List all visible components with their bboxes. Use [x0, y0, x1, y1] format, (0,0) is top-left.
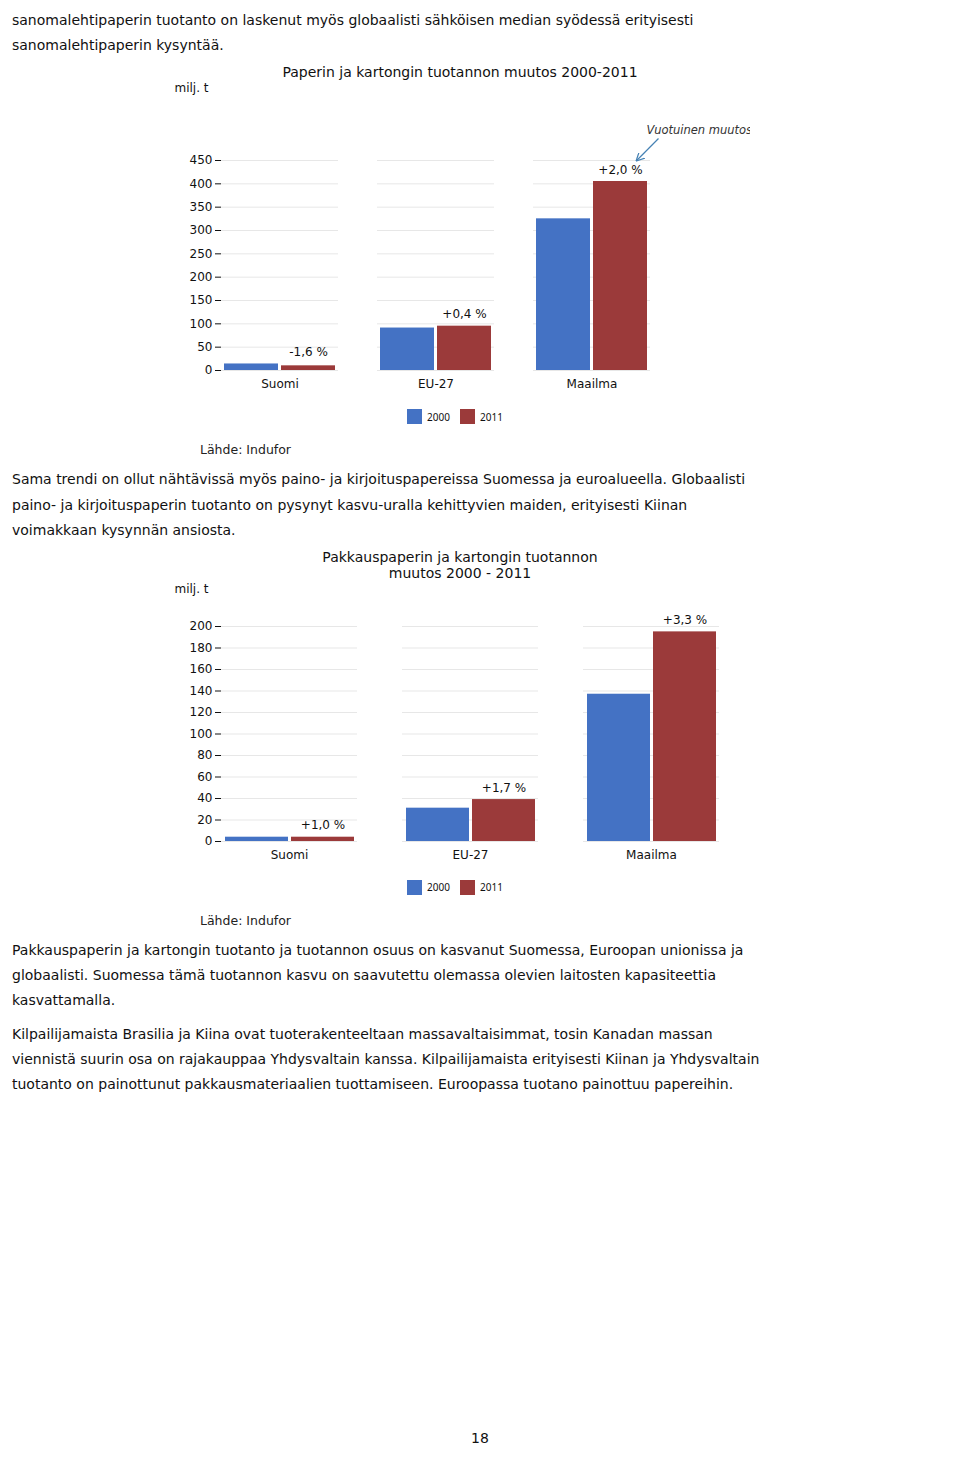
svg-text:120: 120 — [190, 705, 213, 719]
svg-text:milj. t: milj. t — [175, 582, 209, 596]
svg-text:Suomi: Suomi — [261, 377, 299, 391]
svg-text:+1,0 %: +1,0 % — [301, 818, 345, 832]
html-text:2011: 2011 — [480, 880, 503, 895]
svg-text:milj. t: milj. t — [175, 81, 209, 95]
svg-text:200: 200 — [190, 619, 213, 633]
html-text:Lähde: Indufor: Lähde: Indufor — [200, 912, 291, 928]
svg-text:350: 350 — [190, 200, 213, 214]
html-text:2011: 2011 — [480, 409, 503, 424]
svg-text:-1,6 %: -1,6 % — [289, 345, 328, 359]
svg-text:50: 50 — [197, 340, 212, 354]
svg-text:400: 400 — [190, 177, 213, 191]
html-text:2000: 2000 — [427, 880, 450, 895]
svg-text:20: 20 — [197, 813, 212, 827]
svg-text:60: 60 — [197, 770, 212, 784]
svg-text:80: 80 — [197, 748, 212, 762]
html-text:Sama trendi on ollut nähtäviss: Sama trendi on ollut nähtävissä myös pai… — [12, 471, 746, 538]
svg-text:150: 150 — [190, 294, 213, 308]
html-text:sanomalehtipaperin tuotanto on: sanomalehtipaperin tuotanto on laskenut … — [12, 12, 694, 54]
svg-text:450: 450 — [190, 154, 213, 168]
svg-text:0: 0 — [205, 364, 213, 378]
svg-text:Vuotuinen muutos: Vuotuinen muutos — [647, 123, 751, 137]
svg-text:+0,4 %: +0,4 % — [442, 308, 486, 322]
html-text:18: 18 — [471, 1430, 489, 1446]
svg-text:160: 160 — [190, 662, 213, 676]
svg-text:EU-27: EU-27 — [418, 377, 454, 391]
html-text:Pakkauspaperin ja kartongin tu: Pakkauspaperin ja kartongin tuotannon mu… — [322, 548, 598, 581]
svg-text:+2,0 %: +2,0 % — [598, 163, 642, 177]
svg-text:100: 100 — [190, 317, 213, 331]
svg-text:140: 140 — [190, 684, 213, 698]
svg-text:180: 180 — [190, 641, 213, 655]
html-text:Paperin ja kartongin tuotannon: Paperin ja kartongin tuotannon muutos 20… — [282, 64, 638, 81]
svg-text:40: 40 — [197, 791, 212, 805]
svg-text:250: 250 — [190, 247, 213, 261]
html-text:2000: 2000 — [427, 409, 450, 424]
svg-text:EU-27: EU-27 — [453, 848, 489, 862]
svg-text:+1,7 %: +1,7 % — [482, 781, 526, 795]
html-text:Lähde: Indufor: Lähde: Indufor — [200, 442, 291, 458]
svg-text:Suomi: Suomi — [271, 848, 309, 862]
svg-text:300: 300 — [190, 224, 213, 238]
svg-text:0: 0 — [205, 834, 213, 848]
svg-text:+3,3 %: +3,3 % — [663, 613, 707, 627]
svg-text:100: 100 — [190, 727, 213, 741]
svg-text:Maailma: Maailma — [567, 377, 618, 391]
html-text:Pakkauspaperin ja kartongin tu: Pakkauspaperin ja kartongin tuotanto ja … — [12, 941, 744, 1009]
svg-text:200: 200 — [190, 270, 213, 284]
html-text:Kilpailijamaista Brasilia ja K: Kilpailijamaista Brasilia ja Kiina ovat … — [12, 1025, 760, 1092]
svg-text:Maailma: Maailma — [626, 848, 677, 862]
